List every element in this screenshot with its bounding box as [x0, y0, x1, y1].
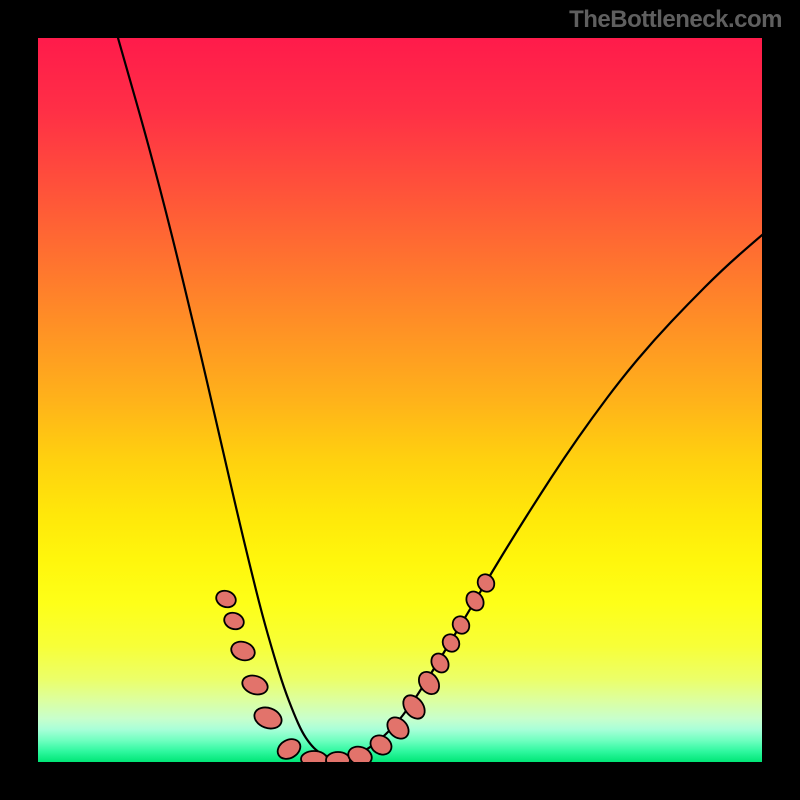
gradient-background — [38, 38, 762, 762]
watermark-text: TheBottleneck.com — [569, 6, 782, 34]
bottleneck-chart — [0, 0, 800, 800]
curve-marker — [326, 752, 350, 768]
curve-marker — [301, 751, 327, 767]
